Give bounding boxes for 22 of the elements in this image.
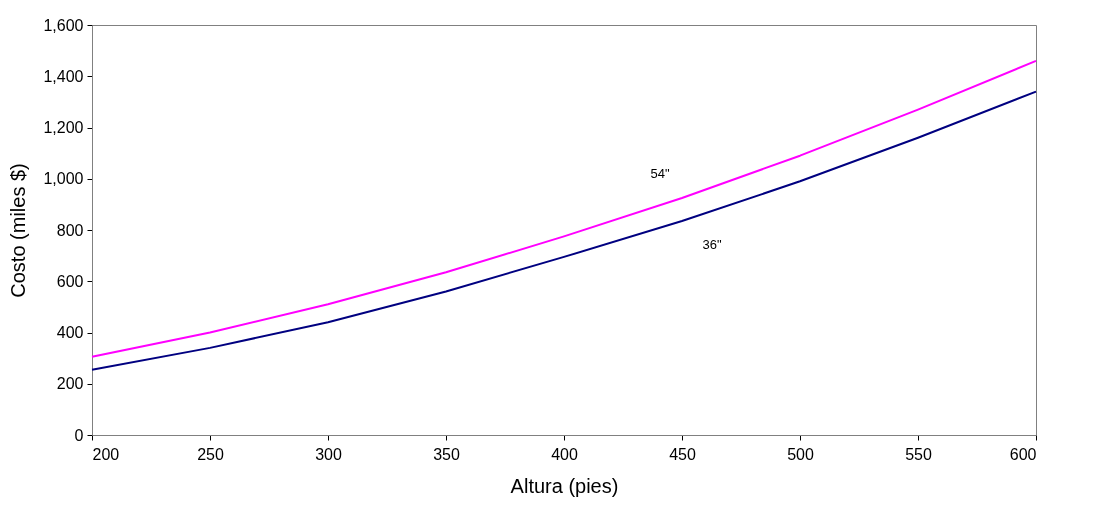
x-tick-label: 250	[197, 445, 224, 463]
x-axis-title: Altura (pies)	[510, 474, 619, 497]
y-tick-label: 400	[56, 324, 84, 341]
y-tick-label: 1,600	[43, 16, 84, 34]
x-tick-label: 300	[315, 445, 342, 463]
y-tick-label: 600	[56, 272, 84, 290]
y-axis-title: Costo (miles $)	[7, 163, 30, 298]
x-tick-label: 600	[1009, 445, 1037, 463]
y-tick-label: 1,400	[43, 67, 84, 85]
y-tick-label: 200	[56, 375, 84, 393]
x-tick-label: 450	[669, 445, 696, 463]
y-tick-label: 0	[74, 426, 84, 444]
x-tick-label: 400	[551, 445, 578, 463]
series-label: 36"	[702, 237, 722, 253]
y-tick-label: 800	[56, 221, 84, 239]
x-tick-label: 200	[92, 445, 120, 463]
series-label: 54"	[650, 165, 670, 181]
x-tick-label: 350	[433, 445, 460, 463]
x-tick-label: 550	[905, 445, 932, 463]
x-tick-label: 500	[787, 445, 814, 463]
y-tick-label: 1,000	[43, 170, 84, 188]
y-tick-label: 1,200	[43, 119, 84, 136]
